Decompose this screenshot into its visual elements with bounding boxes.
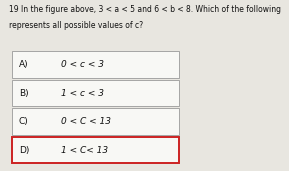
Text: A): A) — [19, 60, 28, 69]
Text: B): B) — [19, 89, 28, 98]
Text: 0 < C < 13: 0 < C < 13 — [61, 117, 111, 126]
Text: 1 < c < 3: 1 < c < 3 — [61, 89, 104, 98]
Text: 0 < c < 3: 0 < c < 3 — [61, 60, 104, 69]
Text: represents all possible values of c?: represents all possible values of c? — [9, 21, 143, 30]
FancyBboxPatch shape — [12, 137, 179, 163]
Text: 1 < C< 13: 1 < C< 13 — [61, 146, 108, 155]
FancyBboxPatch shape — [12, 51, 179, 78]
FancyBboxPatch shape — [12, 80, 179, 106]
Text: D): D) — [19, 146, 29, 155]
Text: 19 In the figure above, 3 < a < 5 and 6 < b < 8. Which of the following: 19 In the figure above, 3 < a < 5 and 6 … — [9, 5, 281, 14]
FancyBboxPatch shape — [12, 108, 179, 135]
Text: C): C) — [19, 117, 29, 126]
